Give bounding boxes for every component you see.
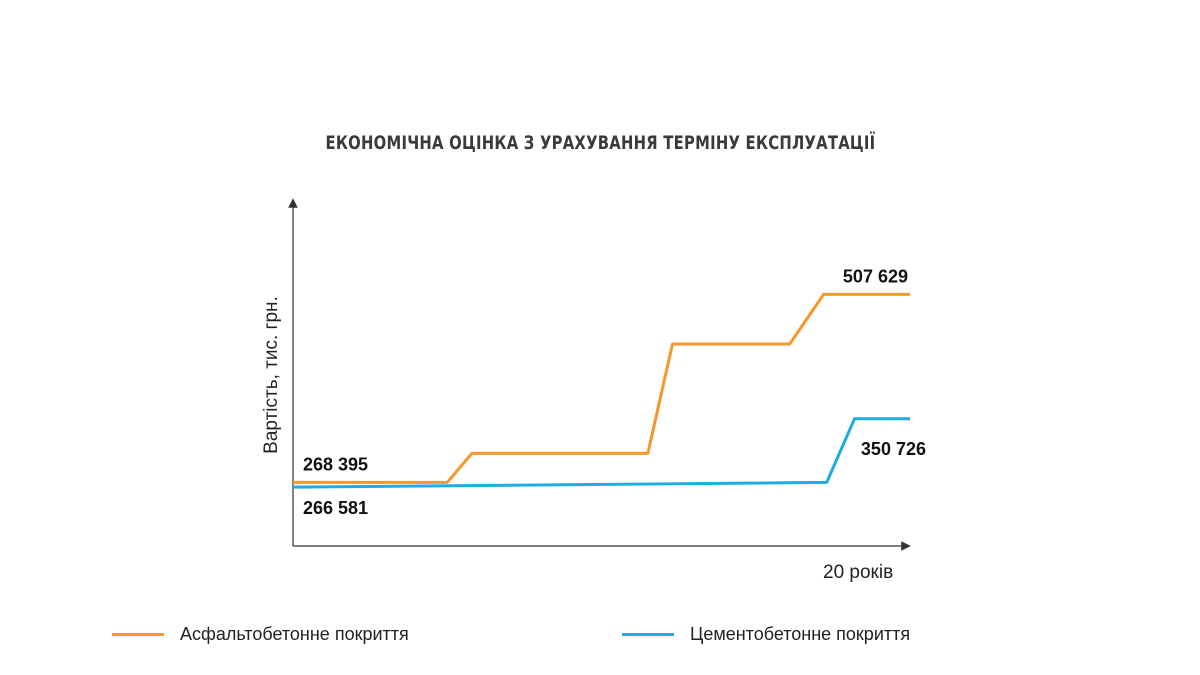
legend-item-cement: Цементобетонне покриття [622, 624, 910, 645]
legend-swatch-cement [622, 633, 674, 636]
data-label-end-asphalt: 507 629 [843, 266, 908, 286]
series-line-asphalt [293, 292, 910, 484]
chart-title: ЕКОНОМІЧНА ОЦІНКА З УРАХУВАННЯ ТЕРМІНУ Е… [325, 132, 876, 154]
data-label-start-cement: 266 581 [303, 498, 368, 518]
data-label-start-asphalt: 268 395 [303, 454, 368, 474]
legend-label-cement: Цементобетонне покриття [690, 624, 911, 644]
series-line-cement [292, 417, 910, 489]
legend-swatch-asphalt [112, 633, 164, 636]
y-axis-label: Вартість, тис. грн. [261, 296, 282, 454]
legend-label-asphalt: Асфальтобетонне покриття [180, 624, 409, 644]
data-label-end-cement: 350 726 [861, 439, 926, 459]
legend-item-asphalt: Асфальтобетонне покриття [112, 624, 409, 645]
x-axis-label: 20 років [823, 562, 894, 583]
